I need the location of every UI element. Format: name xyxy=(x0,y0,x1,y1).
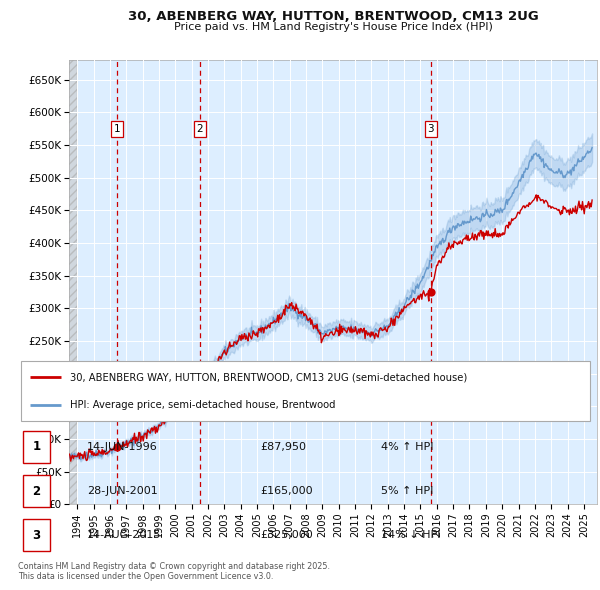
Text: 14-AUG-2015: 14-AUG-2015 xyxy=(87,530,161,540)
Text: 5% ↑ HPI: 5% ↑ HPI xyxy=(381,486,433,496)
Text: 2: 2 xyxy=(32,484,40,498)
Text: 14-JUN-1996: 14-JUN-1996 xyxy=(87,442,158,452)
FancyBboxPatch shape xyxy=(23,519,50,551)
Text: 1: 1 xyxy=(114,124,121,134)
Text: Contains HM Land Registry data © Crown copyright and database right 2025.
This d: Contains HM Land Registry data © Crown c… xyxy=(18,562,330,581)
Text: 30, ABENBERG WAY, HUTTON, BRENTWOOD, CM13 2UG: 30, ABENBERG WAY, HUTTON, BRENTWOOD, CM1… xyxy=(128,10,538,23)
FancyBboxPatch shape xyxy=(23,476,50,507)
Text: £325,000: £325,000 xyxy=(260,530,313,540)
Bar xyxy=(69,60,77,504)
Point xyxy=(195,392,205,401)
Text: 3: 3 xyxy=(32,529,40,542)
Text: 14% ↓ HPI: 14% ↓ HPI xyxy=(381,530,440,540)
Text: £165,000: £165,000 xyxy=(260,486,313,496)
FancyBboxPatch shape xyxy=(23,431,50,463)
Text: 2: 2 xyxy=(196,124,203,134)
FancyBboxPatch shape xyxy=(21,361,590,421)
Text: 1: 1 xyxy=(32,440,40,454)
Text: £87,950: £87,950 xyxy=(260,442,306,452)
Text: 4% ↑ HPI: 4% ↑ HPI xyxy=(381,442,433,452)
Text: 30, ABENBERG WAY, HUTTON, BRENTWOOD, CM13 2UG (semi-detached house): 30, ABENBERG WAY, HUTTON, BRENTWOOD, CM1… xyxy=(70,372,467,382)
Point xyxy=(426,287,436,297)
Text: Price paid vs. HM Land Registry's House Price Index (HPI): Price paid vs. HM Land Registry's House … xyxy=(173,22,493,32)
Text: 28-JUN-2001: 28-JUN-2001 xyxy=(87,486,158,496)
Text: 3: 3 xyxy=(427,124,434,134)
Text: HPI: Average price, semi-detached house, Brentwood: HPI: Average price, semi-detached house,… xyxy=(70,399,335,409)
Point xyxy=(112,442,122,452)
